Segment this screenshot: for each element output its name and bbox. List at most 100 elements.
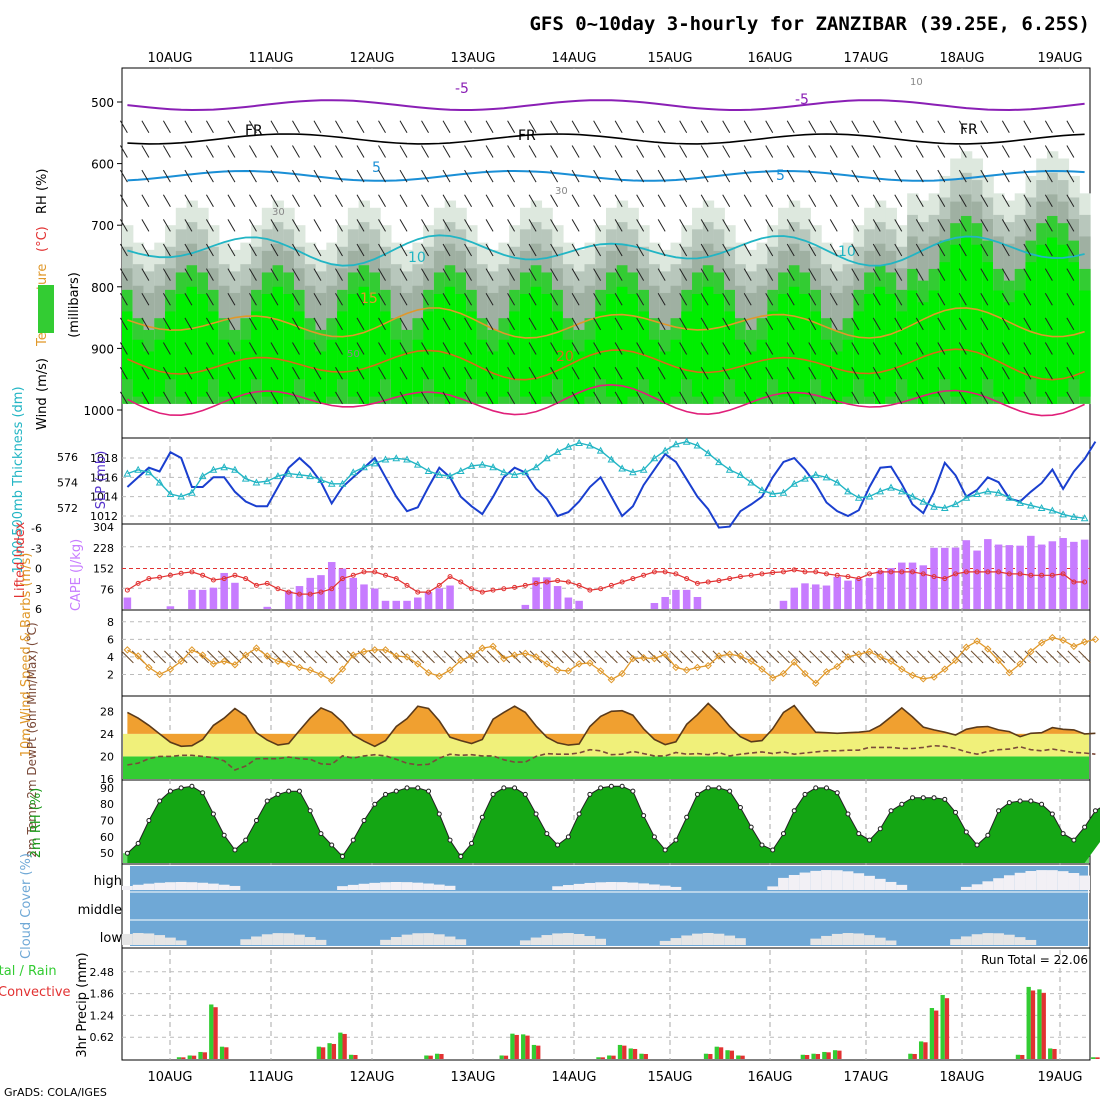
temp-fill — [127, 703, 1096, 747]
cloud-low-bar — [670, 938, 682, 945]
precip-total-bar — [832, 1050, 838, 1059]
rh-marker — [436, 811, 442, 817]
precip-total-bar — [736, 1055, 741, 1059]
wind-barb — [464, 194, 472, 207]
precip-tick-label: 2.48 — [90, 966, 115, 979]
wind-barb — [550, 194, 559, 207]
li-marker — [780, 569, 786, 575]
wind-barb-10m — [346, 650, 360, 664]
precip-total-bar — [628, 1048, 633, 1059]
date-label-bottom: 15AUG — [647, 1070, 692, 1085]
li-marker — [953, 571, 959, 577]
rh-fill-cell — [369, 294, 381, 397]
thickness-marker — [725, 465, 734, 473]
rh-fill-cell — [864, 294, 876, 397]
cape-bar — [446, 585, 454, 609]
wind-barb — [1001, 243, 1010, 257]
rh-marker — [673, 837, 679, 843]
wind-barb — [162, 169, 171, 183]
wind-barb-10m — [701, 650, 715, 664]
wind-barb — [700, 120, 709, 134]
date-label-bottom: 13AUG — [450, 1070, 495, 1085]
wind-barb — [743, 293, 752, 306]
wind-barb — [249, 169, 257, 183]
wind-barb — [937, 169, 946, 183]
cape-bar — [962, 540, 971, 609]
thickness-marker — [424, 466, 433, 475]
wind-speed-marker — [661, 650, 669, 658]
cape-bar — [887, 568, 895, 609]
wind-barb — [636, 169, 645, 183]
wind-barb — [829, 145, 838, 158]
wind-barb — [399, 366, 408, 380]
wind-barb — [980, 342, 989, 355]
rh-marker — [329, 842, 335, 848]
thickness-marker — [1016, 498, 1024, 506]
wind-barb — [162, 243, 171, 257]
li-marker — [415, 589, 421, 595]
wind-barb-10m — [755, 650, 769, 664]
wind-barb — [550, 391, 559, 405]
cloud-low-bar — [562, 933, 574, 945]
wind-barb — [464, 268, 472, 281]
cloud-high-bar — [1003, 875, 1015, 890]
wind-barb — [657, 391, 666, 405]
wind-barb — [141, 219, 150, 232]
wind-barb — [614, 120, 623, 134]
wind-speed-marker — [435, 672, 443, 680]
wind-barb-10m — [637, 650, 650, 664]
wind-speed-marker — [919, 675, 927, 683]
wind-barb — [485, 120, 494, 134]
cloud-low-bar — [993, 933, 1004, 945]
rh-fill-cell — [272, 286, 284, 404]
wind-barb — [227, 169, 236, 183]
cloud-low-bar — [433, 934, 445, 945]
wind-barb — [1044, 194, 1053, 207]
wind-barb — [679, 317, 688, 331]
li-marker — [920, 571, 926, 577]
date-label-top: 19AUG — [1037, 51, 1082, 66]
cloud-low-bar — [154, 935, 166, 945]
rh-marker — [253, 818, 259, 824]
cloud-high-bar — [659, 885, 671, 890]
cloud-low-bar — [584, 936, 596, 945]
wind-barb — [872, 293, 881, 306]
rh-fill-cell — [928, 290, 941, 397]
cloud-low-bar — [960, 936, 972, 945]
wind-barb — [119, 169, 128, 183]
wind-barb — [399, 293, 408, 306]
wind-barb-10m — [669, 650, 683, 664]
wind-barb — [335, 293, 343, 306]
wind-barb — [270, 391, 279, 405]
thickness-marker — [897, 487, 906, 495]
wind-speed-marker — [467, 652, 476, 660]
rh-fill-cell — [1003, 302, 1016, 404]
rh-marker — [512, 785, 518, 791]
wind-barb — [356, 391, 365, 405]
li-marker — [296, 591, 302, 597]
wind-barb — [743, 194, 752, 207]
wind-barb — [141, 145, 150, 158]
thickness-marker — [553, 447, 562, 455]
wind-barb — [292, 120, 300, 134]
wind-barb-10m — [820, 650, 833, 664]
cape-bar — [198, 589, 207, 609]
wind-barb-10m — [938, 650, 952, 664]
wind-barb — [958, 293, 967, 306]
rh-fill-cell — [874, 286, 887, 404]
wind-barb — [550, 366, 559, 380]
wind-barb — [356, 120, 365, 134]
rh-fill-cell — [218, 339, 231, 397]
cloud-high-bar — [885, 881, 897, 890]
wind-barb — [636, 194, 645, 207]
date-label-bottom: 12AUG — [349, 1070, 394, 1085]
rh-marker — [1017, 798, 1023, 804]
wind-barb — [205, 219, 214, 232]
cloud-high-bar — [154, 882, 166, 890]
cloud-ylabel: Cloud Cover (%) — [19, 853, 34, 959]
wind-barb — [227, 391, 236, 405]
wind-barb — [1066, 169, 1075, 183]
cloud-low-bar — [455, 939, 467, 945]
precip-total-bar — [338, 1032, 343, 1059]
rh-marker — [856, 831, 862, 837]
